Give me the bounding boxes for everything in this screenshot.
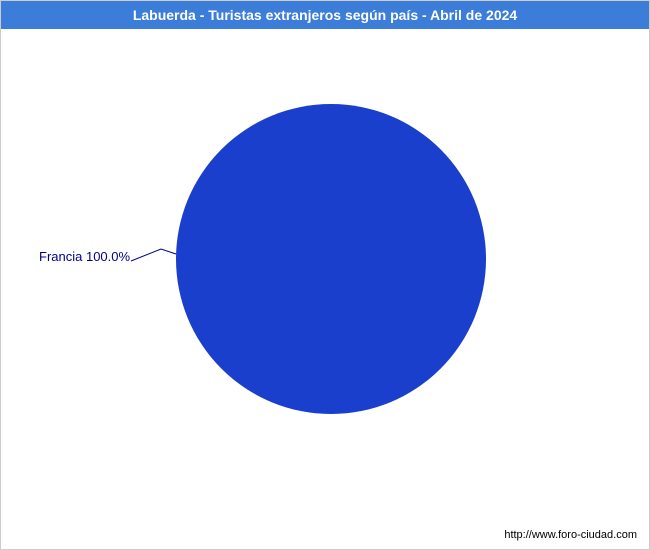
leader-line-francia (1, 29, 650, 529)
slice-label-francia: Francia 100.0% (39, 249, 130, 264)
chart-container: Labuerda - Turistas extranjeros según pa… (0, 0, 650, 550)
chart-area: Francia 100.0% (1, 29, 649, 529)
leader-polyline (131, 249, 176, 261)
source-link[interactable]: http://www.foro-ciudad.com (504, 529, 637, 541)
chart-title: Labuerda - Turistas extranjeros según pa… (133, 7, 517, 23)
chart-title-bar: Labuerda - Turistas extranjeros según pa… (1, 1, 649, 29)
